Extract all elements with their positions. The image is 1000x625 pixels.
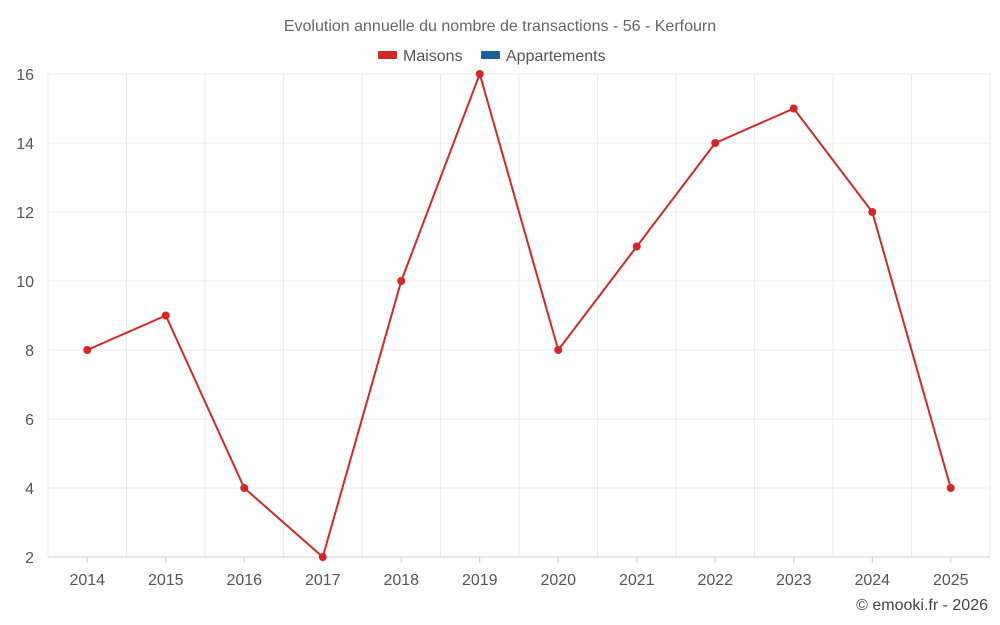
series-line-maisons (86, 73, 952, 558)
data-point-maisons[interactable] (632, 242, 641, 251)
chart-title: Evolution annuelle du nombre de transact… (284, 18, 716, 35)
x-tick-label: 2024 (854, 572, 890, 589)
legend-item-appartements[interactable]: Appartements (481, 48, 606, 65)
legend-swatch-maisons (378, 51, 397, 59)
x-tick-label: 2014 (69, 572, 105, 589)
data-point-maisons[interactable] (397, 277, 406, 285)
credit-text: © emooki.fr - 2026 (856, 597, 988, 614)
series-layer (83, 70, 955, 561)
y-tick-label: 14 (16, 136, 34, 153)
x-tick-label: 2025 (933, 572, 969, 589)
legend-label-appartements: Appartements (506, 48, 606, 65)
x-tick-label: 2017 (305, 572, 341, 589)
x-tick-label: 2016 (226, 572, 262, 589)
legend: Maisons Appartements (378, 48, 606, 65)
y-tick-label: 10 (16, 274, 34, 291)
legend-item-maisons[interactable]: Maisons (378, 48, 463, 65)
y-tick-label: 2 (25, 550, 34, 567)
y-tick-label: 8 (25, 343, 34, 360)
x-tick-label: 2022 (697, 572, 733, 589)
legend-label-maisons: Maisons (403, 48, 463, 65)
data-point-maisons[interactable] (868, 208, 877, 216)
grid (47, 73, 991, 557)
data-point-maisons[interactable] (318, 553, 327, 561)
data-point-maisons[interactable] (789, 104, 798, 113)
data-point-maisons[interactable] (83, 346, 92, 354)
x-tick-label: 2015 (148, 572, 184, 589)
x-tick-label: 2020 (540, 572, 576, 589)
y-tick-label: 6 (25, 412, 34, 429)
data-point-maisons[interactable] (475, 70, 484, 78)
x-axis: 2014 2015 2016 2017 2018 2019 2020 2021 2022 2023… (48, 556, 990, 589)
x-tick-label: 2021 (619, 572, 655, 589)
data-point-maisons[interactable] (240, 484, 249, 492)
y-axis: 2 4 6 8 10 12 14 16 (16, 67, 34, 567)
data-point-maisons[interactable] (711, 139, 720, 147)
x-tick-label: 2019 (462, 572, 498, 589)
x-tick-label: 2018 (383, 572, 419, 589)
legend-swatch-appartements (481, 51, 500, 59)
x-tick-label: 2023 (776, 572, 812, 589)
y-tick-label: 4 (25, 481, 34, 498)
data-point-maisons[interactable] (946, 484, 955, 492)
y-tick-label: 12 (16, 205, 34, 222)
y-tick-label: 16 (16, 67, 34, 84)
data-point-maisons[interactable] (554, 346, 563, 354)
data-point-maisons[interactable] (161, 311, 170, 320)
